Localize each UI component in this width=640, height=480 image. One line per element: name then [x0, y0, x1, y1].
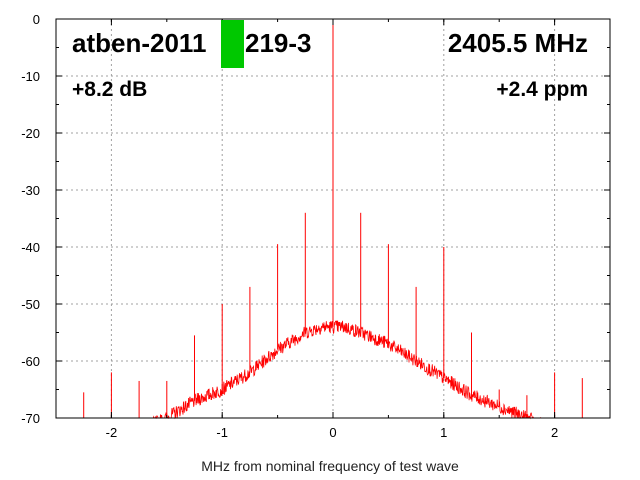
y-tick-label: -30: [21, 183, 40, 198]
device-suffix-label: 219-3: [245, 28, 312, 58]
y-axis-ticks: 0 -10 -20 -30 -40 -50 -60 -70: [21, 12, 610, 426]
y-tick-label: 0: [33, 12, 40, 27]
x-tick-label: 1: [440, 425, 447, 440]
device-label: atben-2011: [72, 28, 206, 58]
x-tick-label: 0: [329, 425, 336, 440]
x-axis-label: MHz from nominal frequency of test wave: [201, 458, 459, 474]
y-tick-label: -40: [21, 240, 40, 255]
y-tick-label: -60: [21, 354, 40, 369]
y-tick-label: -20: [21, 126, 40, 141]
y-tick-label: -70: [21, 411, 40, 426]
x-tick-label: 2: [551, 425, 558, 440]
green-marker: [221, 20, 244, 68]
offset-label: +2.4 ppm: [496, 78, 588, 101]
spur-series: [83, 19, 583, 418]
y-tick-label: -50: [21, 297, 40, 312]
x-tick-label: -1: [216, 425, 228, 440]
frequency-label: 2405.5 MHz: [448, 28, 588, 58]
gain-label: +8.2 dB: [72, 78, 147, 101]
y-tick-label: -10: [21, 69, 40, 84]
x-tick-label: -2: [106, 425, 118, 440]
